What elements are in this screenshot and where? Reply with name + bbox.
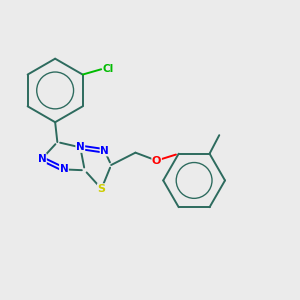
Text: O: O xyxy=(152,156,161,166)
Text: N: N xyxy=(38,154,46,164)
Text: Cl: Cl xyxy=(103,64,114,74)
Text: S: S xyxy=(98,184,106,194)
Text: N: N xyxy=(76,142,85,152)
Text: N: N xyxy=(60,164,68,174)
Text: N: N xyxy=(100,146,109,156)
